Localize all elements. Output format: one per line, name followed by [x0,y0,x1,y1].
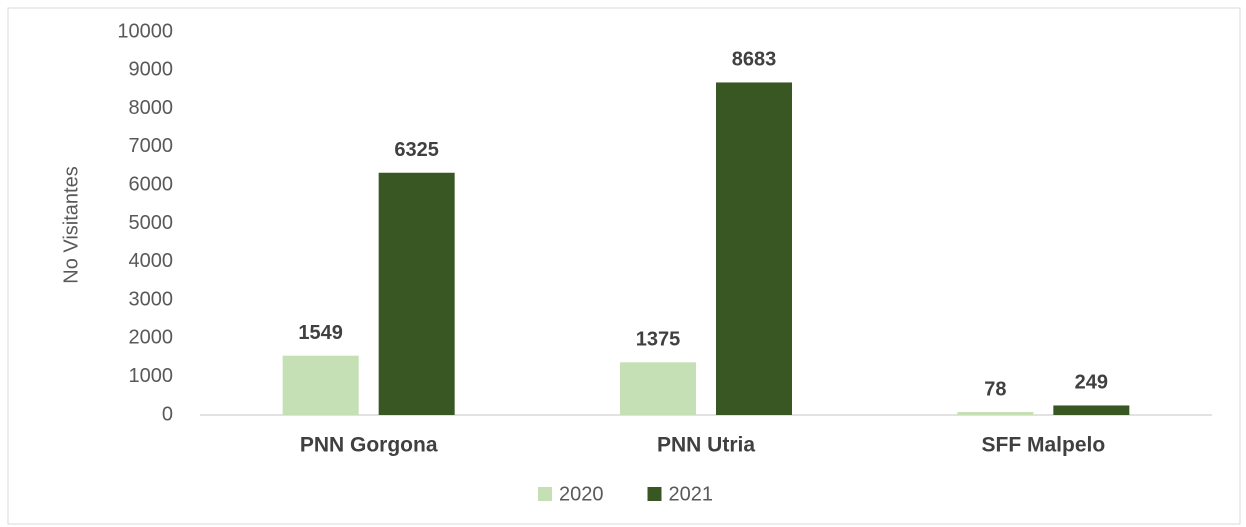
bar [378,172,455,415]
y-tick-label: 8000 [129,97,174,119]
bar [1053,405,1130,415]
y-tick-label: 5000 [129,212,174,234]
y-tick-label: 6000 [129,173,174,195]
data-label: 6325 [394,139,439,161]
legend-swatch [647,487,662,501]
legend-label: 2020 [559,483,604,505]
data-label: 249 [1075,372,1108,394]
chart-border [7,7,1241,525]
x-tick-label: PNN Gorgona [300,434,438,457]
bar [282,355,359,415]
y-tick-label: 3000 [129,288,174,310]
y-tick-label: 10000 [117,20,173,42]
y-tick-label: 2000 [129,327,174,349]
data-label: 1375 [636,329,681,351]
y-tick-label: 7000 [129,135,174,157]
data-label: 8683 [732,49,777,71]
y-tick-label: 9000 [129,59,174,81]
legend-label: 2021 [669,483,714,505]
y-axis-label: No Visitantes [60,166,82,283]
bar [620,362,696,415]
bar [957,412,1034,415]
data-label: 1549 [298,322,343,344]
y-tick-label: 4000 [129,250,174,272]
y-tick-label: 1000 [129,365,174,387]
bar [716,82,792,415]
data-label: 78 [984,378,1006,400]
x-tick-label: PNN Utria [657,434,755,457]
y-tick-label: 0 [162,403,173,425]
legend-swatch [538,487,552,501]
x-tick-label: SFF Malpelo [981,434,1105,457]
